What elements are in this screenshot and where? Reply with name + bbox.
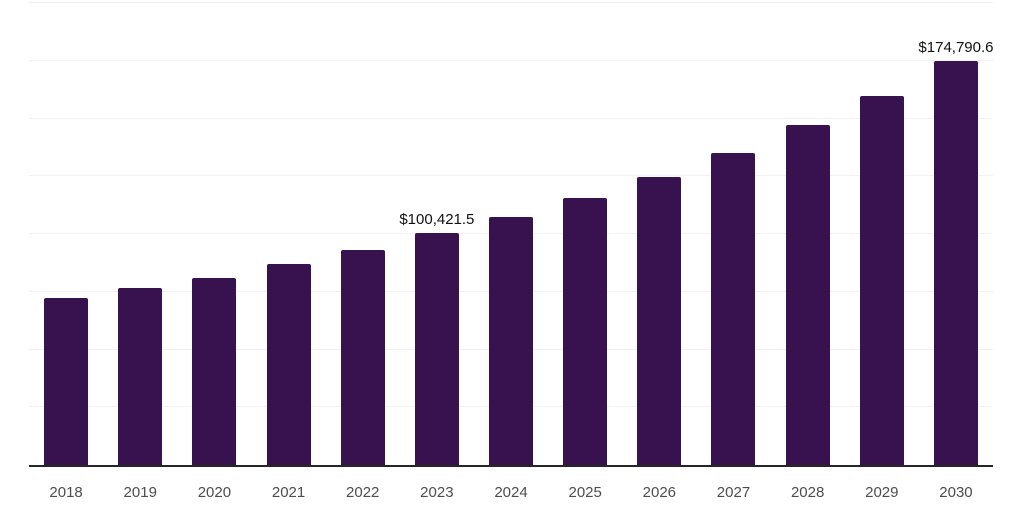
bar-column [771, 3, 845, 465]
x-tick-label: 2021 [271, 483, 306, 501]
bar-2024 [489, 216, 534, 465]
bar-column [326, 3, 400, 465]
x-tick-label: 2018 [49, 483, 83, 501]
x-tick-label: 2019 [123, 483, 157, 501]
bar-2027 [711, 152, 756, 465]
x-tick-label: 2024 [494, 483, 528, 501]
x-tick-label: 2028 [790, 483, 825, 501]
bar-column [622, 3, 696, 465]
bar-2029 [859, 95, 904, 465]
bar-2022 [340, 249, 385, 465]
bar-column [177, 3, 251, 465]
x-tick-label: 2027 [716, 483, 751, 501]
bar-2025 [563, 197, 608, 465]
x-tick-label: 2023 [420, 483, 454, 501]
bar-column: $174,790.6 [918, 3, 994, 465]
bar-column: $100,421.5 [399, 3, 475, 465]
x-tick-label: 2020 [197, 483, 232, 501]
bar-2026 [637, 176, 682, 465]
x-axis: 2018 2019 2020 2021 2022 2023 2024 2025 2026 2027… [29, 478, 993, 506]
bar-2023 [414, 233, 459, 465]
bar-column [548, 3, 622, 465]
bar-2018 [44, 298, 89, 465]
bar-column [29, 3, 103, 465]
bar-2019 [118, 287, 163, 465]
bar-value-label: $174,790.6 [918, 39, 994, 57]
bar-2028 [785, 125, 830, 465]
x-tick-label: 2022 [346, 483, 380, 501]
bar-column [845, 3, 919, 465]
x-tick-label: 2029 [865, 483, 899, 501]
bars-layer: $100,421.5 $174,790.6 [29, 3, 993, 465]
bar-2030 [933, 61, 978, 465]
bar-value-label: $100,421.5 [399, 211, 475, 229]
x-tick-label: 2030 [939, 483, 973, 501]
x-tick-label: 2025 [568, 483, 602, 501]
bar-2020 [192, 277, 237, 465]
bar-2021 [266, 264, 311, 465]
plot-area: $100,421.5 $174,790.6 [29, 2, 993, 467]
x-tick-label: 2026 [642, 483, 677, 501]
bar-column [251, 3, 325, 465]
bar-column [696, 3, 770, 465]
bar-column [474, 3, 548, 465]
bar-column [103, 3, 177, 465]
